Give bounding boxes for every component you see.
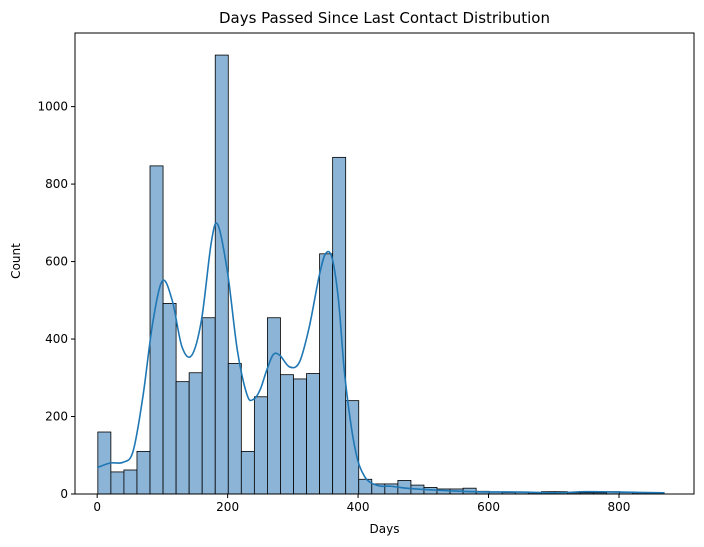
x-axis-label: Days [370,522,400,536]
histogram-bar [188,372,203,495]
x-tick-label: 600 [477,500,500,514]
histogram-bars [97,54,660,495]
y-tick-label: 800 [45,177,68,191]
x-tick-label: 200 [216,500,239,514]
histogram-bar [253,396,268,495]
histogram-bar [306,373,320,495]
histogram-bar [319,253,334,495]
x-axis: 0 200 400 600 800 [93,494,630,514]
histogram-bar [162,303,177,495]
kde-curve [96,222,665,494]
histogram-bar [136,450,151,495]
histogram-bar [123,469,138,495]
histogram-bar [175,381,190,495]
x-tick-label: 0 [93,500,101,514]
histogram-bar [345,400,360,495]
y-tick-label: 0 [60,487,68,501]
histogram-bar [201,317,216,495]
histogram-bar [214,54,229,495]
histogram-bar [240,450,255,495]
y-tick-label: 600 [45,255,68,269]
x-tick-label: 400 [347,500,370,514]
y-tick-label: 1000 [37,100,68,114]
y-tick-label: 200 [45,410,68,424]
plot-frame [74,32,695,495]
histogram-bar [227,363,242,495]
histogram-bar [110,471,125,495]
histogram-bar [267,317,281,495]
y-axis-label: Count [9,243,23,279]
histogram-bar [332,156,347,495]
y-axis: 0 200 400 600 800 1000 [37,100,75,501]
y-tick-label: 400 [45,332,68,346]
histogram-bar [293,378,307,495]
histogram-bar [280,374,294,495]
x-tick-label: 800 [608,500,631,514]
chart-title: Days Passed Since Last Contact Distribut… [219,9,550,27]
